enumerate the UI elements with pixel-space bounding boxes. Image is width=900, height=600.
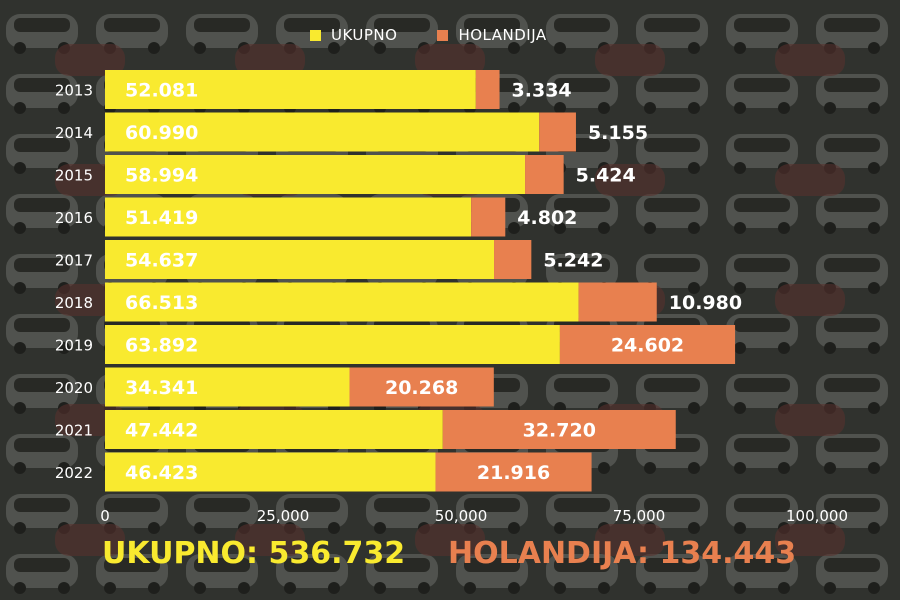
bar-holandija-2014 (539, 112, 576, 152)
bar-label-ukupno-2015: 58.994 (125, 165, 198, 187)
category-label-2019: 2019 (55, 337, 93, 355)
bar-label-ukupno-2019: 63.892 (125, 335, 198, 357)
legend-item-ukupno: UKUPNO (310, 26, 397, 44)
bar-holandija-2019 (559, 325, 736, 364)
bar-holandija-2016 (471, 197, 506, 237)
chart-legend: UKUPNO HOLANDIJA (310, 26, 587, 44)
bar-label-ukupno-2021: 47.442 (125, 420, 198, 442)
bar-label-ukupno-2013: 52.081 (125, 80, 198, 102)
bar-ukupno-2022 (105, 452, 436, 492)
total-ukupno: UKUPNO: 536.732 (102, 536, 406, 571)
category-label-2016: 2016 (55, 209, 93, 227)
bar-holandija-2013 (475, 70, 500, 109)
bar-holandija-2021 (442, 410, 676, 449)
bar-label-holandija-2013: 3.334 (512, 80, 572, 102)
bar-holandija-2015 (525, 155, 564, 194)
category-label-2022: 2022 (55, 464, 93, 482)
bar-label-holandija-2019: 24.602 (611, 335, 684, 357)
bar-label-holandija-2022: 21.916 (477, 462, 550, 484)
bar-label-ukupno-2020: 34.341 (125, 377, 198, 399)
bar-ukupno-2018 (105, 282, 579, 322)
bar-label-ukupno-2016: 51.419 (125, 207, 198, 229)
category-label-2013: 2013 (55, 82, 93, 100)
category-label-2017: 2017 (55, 252, 93, 270)
bar-ukupno-2015 (105, 155, 526, 194)
legend-label-holandija: HOLANDIJA (458, 26, 547, 44)
category-label-2020: 2020 (55, 379, 93, 397)
bar-label-holandija-2020: 20.268 (385, 377, 458, 399)
x-tick-label-50000: 50,000 (435, 507, 488, 525)
bar-label-ukupno-2022: 46.423 (125, 462, 198, 484)
total-holandija: HOLANDIJA: 134.443 (448, 536, 797, 571)
x-tick-label-75000: 75,000 (613, 507, 666, 525)
bar-holandija-2022 (435, 452, 592, 492)
category-label-2014: 2014 (55, 124, 93, 142)
bar-label-holandija-2016: 4.802 (517, 207, 577, 229)
category-label-2021: 2021 (55, 422, 93, 440)
bar-ukupno-2014 (105, 112, 540, 152)
bar-label-holandija-2021: 32.720 (523, 420, 596, 442)
category-label-2015: 2015 (55, 167, 93, 185)
x-tick-label-25000: 25,000 (257, 507, 310, 525)
bar-label-holandija-2015: 5.424 (576, 165, 636, 187)
bar-label-holandija-2014: 5.155 (588, 122, 648, 144)
legend-label-ukupno: UKUPNO (331, 26, 398, 44)
bar-label-ukupno-2014: 60.990 (125, 122, 198, 144)
legend-swatch-holandija (437, 29, 449, 41)
category-label-2018: 2018 (55, 294, 93, 312)
bar-label-ukupno-2018: 66.513 (125, 292, 198, 314)
bar-ukupno-2019 (105, 325, 560, 364)
bar-label-ukupno-2017: 54.637 (125, 250, 198, 272)
x-tick-label-0: 0 (100, 507, 110, 525)
legend-swatch-ukupno (310, 29, 321, 41)
bar-ukupno-2017 (105, 240, 495, 279)
totals-row: UKUPNO: 536.732 HOLANDIJA: 134.443 (0, 536, 900, 580)
bar-ukupno-2020 (105, 367, 350, 407)
bar-holandija-2020 (349, 367, 494, 407)
bar-ukupno-2021 (105, 410, 443, 449)
bar-label-holandija-2018: 10.980 (669, 292, 742, 314)
x-tick-label-100000: 100,000 (786, 507, 848, 525)
bar-holandija-2017 (494, 240, 532, 279)
bar-ukupno-2013 (105, 70, 476, 109)
bar-label-holandija-2017: 5.242 (543, 250, 603, 272)
bar-ukupno-2016 (105, 197, 472, 237)
bar-holandija-2018 (578, 282, 657, 322)
legend-item-holandija: HOLANDIJA (437, 26, 546, 44)
